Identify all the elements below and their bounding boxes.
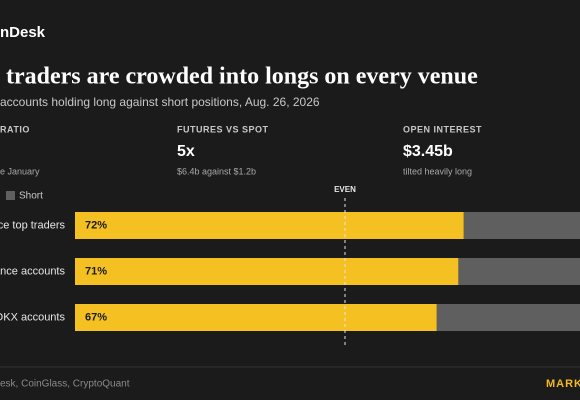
category-label: OKX accounts: [0, 311, 65, 323]
stat-value: 5x: [177, 143, 195, 160]
value-label: 71%: [85, 265, 107, 277]
brand: nDesk: [0, 24, 46, 41]
legend-swatch: [6, 191, 15, 200]
bar-segment: [463, 212, 580, 239]
footer-brand: MARKE: [546, 378, 580, 390]
bar-segment: [75, 304, 437, 331]
reference-label: EVEN: [334, 185, 356, 194]
category-label: nance accounts: [0, 265, 65, 277]
stats: RATIO e January FUTURES VS SPOT 5x $6.4b aga…: [0, 124, 482, 176]
subtitle: accounts holding long against short posi…: [0, 95, 320, 109]
stat-note: tilted heavily long: [403, 166, 472, 176]
stat-label: OPEN INTEREST: [403, 124, 482, 134]
stat-label: FUTURES VS SPOT: [177, 124, 269, 134]
bar-segment: [458, 258, 580, 285]
source: esk, CoinGlass, CryptoQuant: [0, 379, 130, 390]
stat-note: $6.4b against $1.2b: [177, 166, 256, 176]
stat-value: $3.45b: [403, 143, 453, 160]
legend-label: Short: [19, 191, 43, 202]
value-label: 72%: [85, 219, 107, 231]
stat-label: RATIO: [0, 124, 30, 134]
value-label: 67%: [85, 311, 107, 323]
category-label: ce top traders: [0, 219, 65, 231]
bar-segment: [436, 304, 580, 331]
title: traders are crowded into longs on every …: [6, 64, 478, 90]
bar-segment: [75, 258, 459, 285]
stat-note: e January: [0, 166, 40, 176]
bar-segment: [75, 212, 464, 239]
plot: Short ce top traders 72% nance accounts 71% O…: [0, 185, 580, 345]
